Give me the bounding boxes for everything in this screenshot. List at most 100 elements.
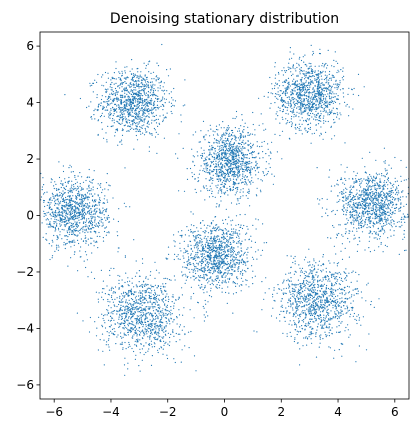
data-point xyxy=(136,128,138,130)
data-point xyxy=(81,218,83,220)
data-point xyxy=(310,84,312,86)
data-point xyxy=(153,115,156,118)
data-point xyxy=(71,208,74,210)
data-point xyxy=(400,221,402,223)
data-point xyxy=(148,146,150,148)
data-point xyxy=(310,110,312,112)
data-point xyxy=(345,197,347,199)
data-point xyxy=(336,233,338,235)
data-point xyxy=(269,107,271,109)
data-point xyxy=(61,221,63,223)
data-point xyxy=(90,101,92,103)
data-point xyxy=(244,154,246,156)
data-point xyxy=(287,88,289,90)
data-point xyxy=(371,191,373,193)
data-point xyxy=(299,56,301,59)
data-point xyxy=(113,92,115,94)
data-point xyxy=(304,127,306,129)
data-point xyxy=(79,232,81,234)
data-point xyxy=(117,86,119,88)
data-point xyxy=(309,126,311,129)
data-point xyxy=(50,197,52,199)
data-point xyxy=(214,169,216,171)
data-point xyxy=(108,104,110,106)
data-point xyxy=(284,71,287,73)
data-point xyxy=(366,224,368,226)
data-point xyxy=(379,195,381,197)
data-point xyxy=(218,172,220,174)
data-point xyxy=(57,249,60,251)
data-point xyxy=(62,170,65,173)
data-point xyxy=(228,167,230,169)
data-point xyxy=(95,211,97,213)
data-point xyxy=(81,215,83,217)
data-point xyxy=(213,138,216,140)
data-point xyxy=(319,98,321,100)
data-point xyxy=(65,185,67,187)
data-point xyxy=(312,81,314,83)
data-point xyxy=(173,87,175,90)
data-point xyxy=(350,216,352,219)
data-point xyxy=(59,195,61,197)
data-point xyxy=(81,200,83,202)
data-point xyxy=(104,88,106,90)
data-point xyxy=(43,201,45,203)
data-point xyxy=(356,189,358,191)
data-point xyxy=(133,148,135,150)
data-point xyxy=(65,213,67,215)
data-point xyxy=(146,104,148,107)
data-point xyxy=(172,104,174,106)
data-point xyxy=(394,189,397,191)
data-point xyxy=(144,84,146,86)
data-point xyxy=(370,231,372,233)
data-point xyxy=(247,179,249,181)
data-point xyxy=(230,133,233,136)
data-point xyxy=(254,170,256,172)
data-point xyxy=(137,95,139,97)
data-point xyxy=(137,75,139,77)
data-point xyxy=(341,77,343,79)
data-point xyxy=(170,102,173,104)
data-point xyxy=(147,121,149,124)
data-point xyxy=(212,160,215,162)
data-point xyxy=(290,125,293,128)
data-point xyxy=(109,113,112,115)
data-point xyxy=(57,200,60,202)
data-point xyxy=(138,90,140,92)
data-point xyxy=(210,148,212,150)
data-point xyxy=(218,163,220,166)
data-point xyxy=(125,90,127,92)
data-point xyxy=(397,198,399,200)
data-point xyxy=(288,96,290,98)
data-point xyxy=(117,235,119,237)
data-point xyxy=(348,230,350,232)
data-point xyxy=(288,58,291,60)
data-point xyxy=(215,158,218,160)
data-point xyxy=(391,213,393,216)
data-point xyxy=(376,221,378,223)
data-point xyxy=(131,102,133,104)
data-point xyxy=(248,157,250,159)
data-point xyxy=(239,146,241,148)
data-point xyxy=(54,218,56,220)
data-point xyxy=(78,214,80,216)
data-point xyxy=(227,143,229,145)
data-point xyxy=(356,212,358,214)
data-point xyxy=(81,214,83,216)
data-point xyxy=(304,95,306,97)
data-point xyxy=(85,237,87,239)
data-point xyxy=(109,103,111,105)
data-point xyxy=(234,136,236,138)
data-point xyxy=(367,189,369,191)
data-point xyxy=(318,80,320,82)
data-point xyxy=(121,134,124,136)
data-point xyxy=(239,174,241,176)
data-point xyxy=(403,216,405,218)
data-point xyxy=(283,100,285,102)
data-point xyxy=(71,225,73,227)
data-point xyxy=(290,103,292,105)
data-point xyxy=(310,98,312,100)
data-point xyxy=(302,82,304,84)
data-point xyxy=(296,75,298,77)
data-point xyxy=(102,189,104,191)
